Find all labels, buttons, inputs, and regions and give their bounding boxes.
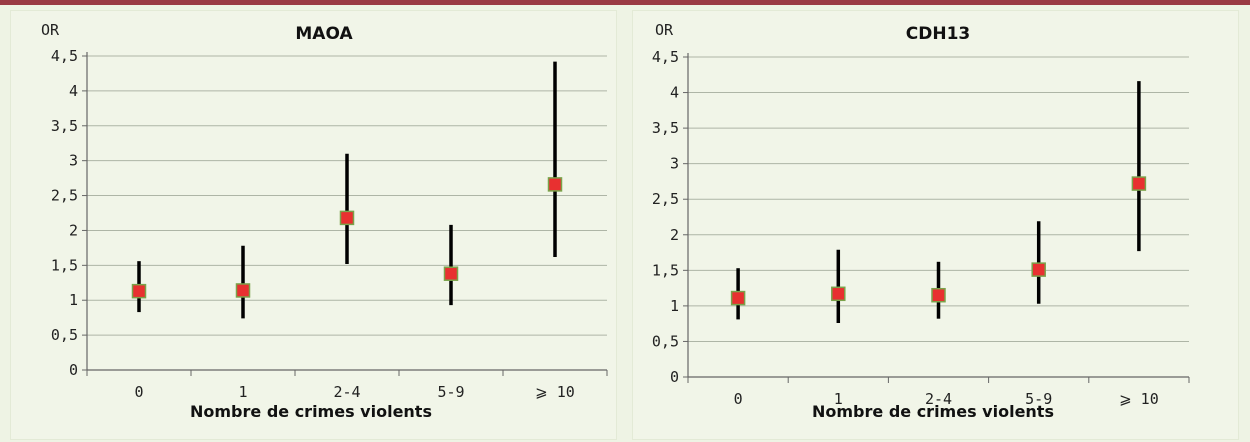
y-tick-label: 4 (670, 84, 679, 102)
chart-title: CDH13 (906, 24, 970, 44)
x-tick-label: ⩾ 10 (535, 383, 575, 401)
y-tick-label: 3,5 (51, 117, 78, 135)
y-tick-label: 2 (69, 221, 78, 239)
odds-ratio-point (547, 177, 563, 192)
odds-ratio-point (730, 290, 746, 306)
y-tick-label: 0 (69, 361, 78, 379)
x-tick-label: 1 (238, 383, 247, 401)
odds-ratio-point (443, 266, 459, 281)
x-tick-label: ⩾ 10 (1119, 390, 1159, 408)
y-tick-label: 1 (69, 291, 78, 309)
x-axis-label: Nombre de crimes violents (190, 402, 432, 421)
y-tick-label: 2,5 (652, 190, 679, 208)
y-tick-label: 4 (69, 82, 78, 100)
top-accent-bar (0, 0, 1250, 5)
x-tick-label: 0 (134, 383, 143, 401)
odds-ratio-point (931, 287, 946, 303)
cdh13-chart-panel: CDH13 OR Nombre de crimes violents 0 0,5 1… (632, 10, 1239, 440)
y-axis-label: OR (655, 21, 674, 39)
maoa-chart: MAOA OR Nombre de crimes violents 0 0,5 1 1… (41, 21, 608, 421)
x-tick-label: 2-4 (333, 383, 360, 401)
cdh13-chart: CDH13 OR Nombre de crimes violents 0 0,5 1… (652, 21, 1190, 421)
odds-ratio-point (1131, 176, 1147, 191)
x-tick-label: 2-4 (925, 390, 952, 408)
odds-ratio-point (1031, 262, 1046, 277)
y-tick-label: 2,5 (51, 187, 78, 205)
x-tick-label: 1 (834, 390, 843, 408)
y-tick-label: 0,5 (51, 326, 78, 344)
maoa-chart-panel: MAOA OR Nombre de crimes violents 0 0,5 1 1… (10, 10, 617, 440)
x-axis-label: Nombre de crimes violents (812, 402, 1054, 421)
y-tick-label: 0 (670, 368, 679, 386)
y-tick-label: 4,5 (652, 48, 679, 66)
odds-ratio-point (235, 283, 251, 298)
y-tick-label: 0,5 (652, 332, 679, 350)
y-tick-label: 1,5 (652, 261, 679, 279)
y-tick-label: 2 (670, 226, 679, 244)
y-axis-label: OR (41, 21, 60, 39)
chart-title: MAOA (295, 24, 353, 44)
y-tick-label: 3 (670, 155, 679, 173)
x-tick-label: 5-9 (437, 383, 464, 401)
y-tick-label: 3 (69, 152, 78, 170)
odds-ratio-point (831, 286, 846, 302)
x-tick-label: 0 (734, 390, 743, 408)
odds-ratio-point (339, 210, 355, 226)
y-tick-label: 3,5 (652, 119, 679, 137)
y-tick-label: 1,5 (51, 256, 78, 274)
odds-ratio-point (131, 283, 147, 299)
x-tick-label: 5-9 (1025, 390, 1052, 408)
y-tick-label: 4,5 (51, 47, 78, 65)
y-tick-label: 1 (670, 297, 679, 315)
